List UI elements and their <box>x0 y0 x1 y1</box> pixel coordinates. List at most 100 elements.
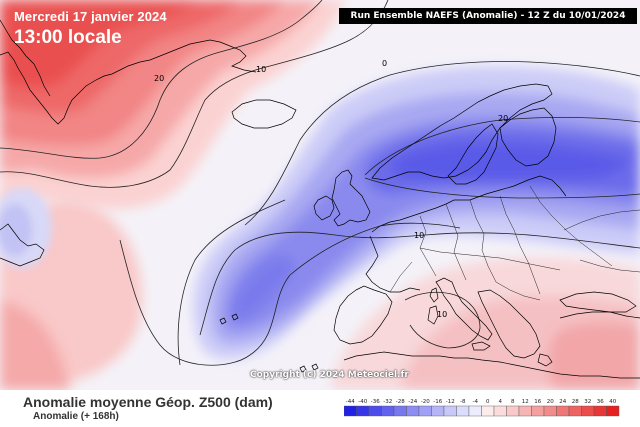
sweden-coast <box>447 123 499 185</box>
copyright-text: Copyright (c) 2024 Meteociel.fr <box>250 370 409 380</box>
contour-0-north <box>244 61 640 226</box>
legend-swatch <box>456 405 470 417</box>
britain <box>331 169 371 227</box>
turkey-coast <box>559 311 640 319</box>
legend-swatch <box>381 405 395 417</box>
ireland <box>313 195 335 221</box>
legend-tick-label: -12 <box>446 399 455 405</box>
contour-label: 10 <box>414 231 424 240</box>
legend-swatch <box>556 405 570 417</box>
europe-north-coast <box>371 199 470 233</box>
border-7 <box>389 261 413 293</box>
legend-tick-label: 24 <box>559 399 566 405</box>
legend-swatch <box>393 405 407 417</box>
border-2 <box>445 203 467 281</box>
border-3 <box>469 199 497 283</box>
legend-tick-label: 0 <box>486 399 490 405</box>
legend-swatch <box>568 405 582 417</box>
contour-10-mediterranean <box>404 291 481 349</box>
sardinia <box>427 305 439 325</box>
legend-swatch <box>506 405 520 417</box>
greece-islands <box>537 353 553 367</box>
baltic-coast <box>469 175 567 201</box>
positive-anomaly-mediterranean <box>330 257 640 390</box>
country-borders <box>389 185 640 301</box>
legend-tick-label: -8 <box>460 399 466 405</box>
legend-swatch <box>468 405 482 417</box>
canary-islands <box>299 363 319 373</box>
forecast-time: 13:00 locale <box>14 27 122 48</box>
border-8 <box>563 209 640 231</box>
legend-tick-label: 16 <box>534 399 541 405</box>
france-coast <box>365 235 421 293</box>
legend-tick-label: 32 <box>584 399 591 405</box>
legend-swatch <box>431 405 445 417</box>
legend-tick-label: -36 <box>371 399 380 405</box>
legend-swatch <box>581 405 595 417</box>
positive-anomaly-northwest <box>0 0 345 210</box>
color-scale-legend: -44 -40 -36 -32 -28 -24 -20 -16 -12 -8 -4 0 4 8 12 16 20… <box>344 399 620 417</box>
legend-tick-label: -40 <box>358 399 367 405</box>
border-10 <box>495 281 541 301</box>
legend-tick-label: -4 <box>473 399 479 405</box>
map-title: Anomalie moyenne Géop. Z500 (dam) <box>23 394 273 410</box>
anomaly-map: 20 10 0 20 10 10 <box>0 0 640 390</box>
legend-tick-label: -32 <box>383 399 392 405</box>
border-5 <box>529 185 613 267</box>
contour-label: 20 <box>154 74 164 83</box>
norway-coast <box>371 83 553 181</box>
legend-swatch <box>368 405 382 417</box>
black-sea <box>559 291 637 313</box>
contour-label: 20 <box>498 114 508 123</box>
legend-swatch <box>356 405 370 417</box>
legend-tick-label: -16 <box>433 399 442 405</box>
coastlines <box>0 19 640 379</box>
greenland-coast <box>0 39 257 125</box>
run-info-banner: Run Ensemble NAEFS (Anomalie) - 12 Z du … <box>339 8 637 24</box>
corsica <box>429 287 439 303</box>
map-subtitle: Anomalie (+ 168h) <box>33 411 119 422</box>
legend-tick-label: 20 <box>547 399 554 405</box>
legend-tick-label: -28 <box>396 399 405 405</box>
italy-coast <box>435 277 493 341</box>
sicily <box>471 341 491 351</box>
legend-swatch <box>406 405 420 417</box>
azores <box>219 313 239 325</box>
contour-label: 0 <box>382 59 387 68</box>
contour-10-atlantic <box>0 0 389 188</box>
legend-swatch <box>418 405 432 417</box>
africa-coast <box>343 351 640 379</box>
legend-swatch <box>443 405 457 417</box>
legend-swatch <box>593 405 607 417</box>
legend-swatch <box>344 405 357 417</box>
iberia-coast <box>333 285 393 345</box>
contour-lines <box>0 0 640 366</box>
contour-labels: 20 10 0 20 10 10 <box>154 59 508 319</box>
contour-10-south <box>199 231 640 336</box>
balkans-coast <box>477 289 541 359</box>
legend-swatch <box>606 405 620 417</box>
legend-tick-label: 4 <box>499 399 503 405</box>
legend-swatch <box>543 405 557 417</box>
contour-20-greenland <box>0 0 323 159</box>
greenland-west-coast <box>0 19 51 97</box>
legend-tick-label: -44 <box>346 399 355 405</box>
legend-tick-label: -24 <box>408 399 417 405</box>
negative-anomaly-europe <box>193 66 640 360</box>
legend-swatch <box>531 405 545 417</box>
border-4 <box>499 195 541 295</box>
forecast-date: Mercredi 17 janvier 2024 <box>14 9 167 24</box>
legend-swatch <box>481 405 495 417</box>
contour-label: 10 <box>437 310 447 319</box>
iceland <box>231 99 297 129</box>
legend-swatch <box>518 405 532 417</box>
legend-tick-label: 36 <box>597 399 604 405</box>
legend-tick-label: -20 <box>421 399 430 405</box>
finland-coast <box>499 107 557 167</box>
contour-0-atlantic-south <box>177 199 286 366</box>
legend-swatch <box>493 405 507 417</box>
contour-20-scandinavia <box>364 117 640 176</box>
contour-20-scandinavia-south <box>364 177 640 199</box>
legend-tick-label: 8 <box>511 399 515 405</box>
